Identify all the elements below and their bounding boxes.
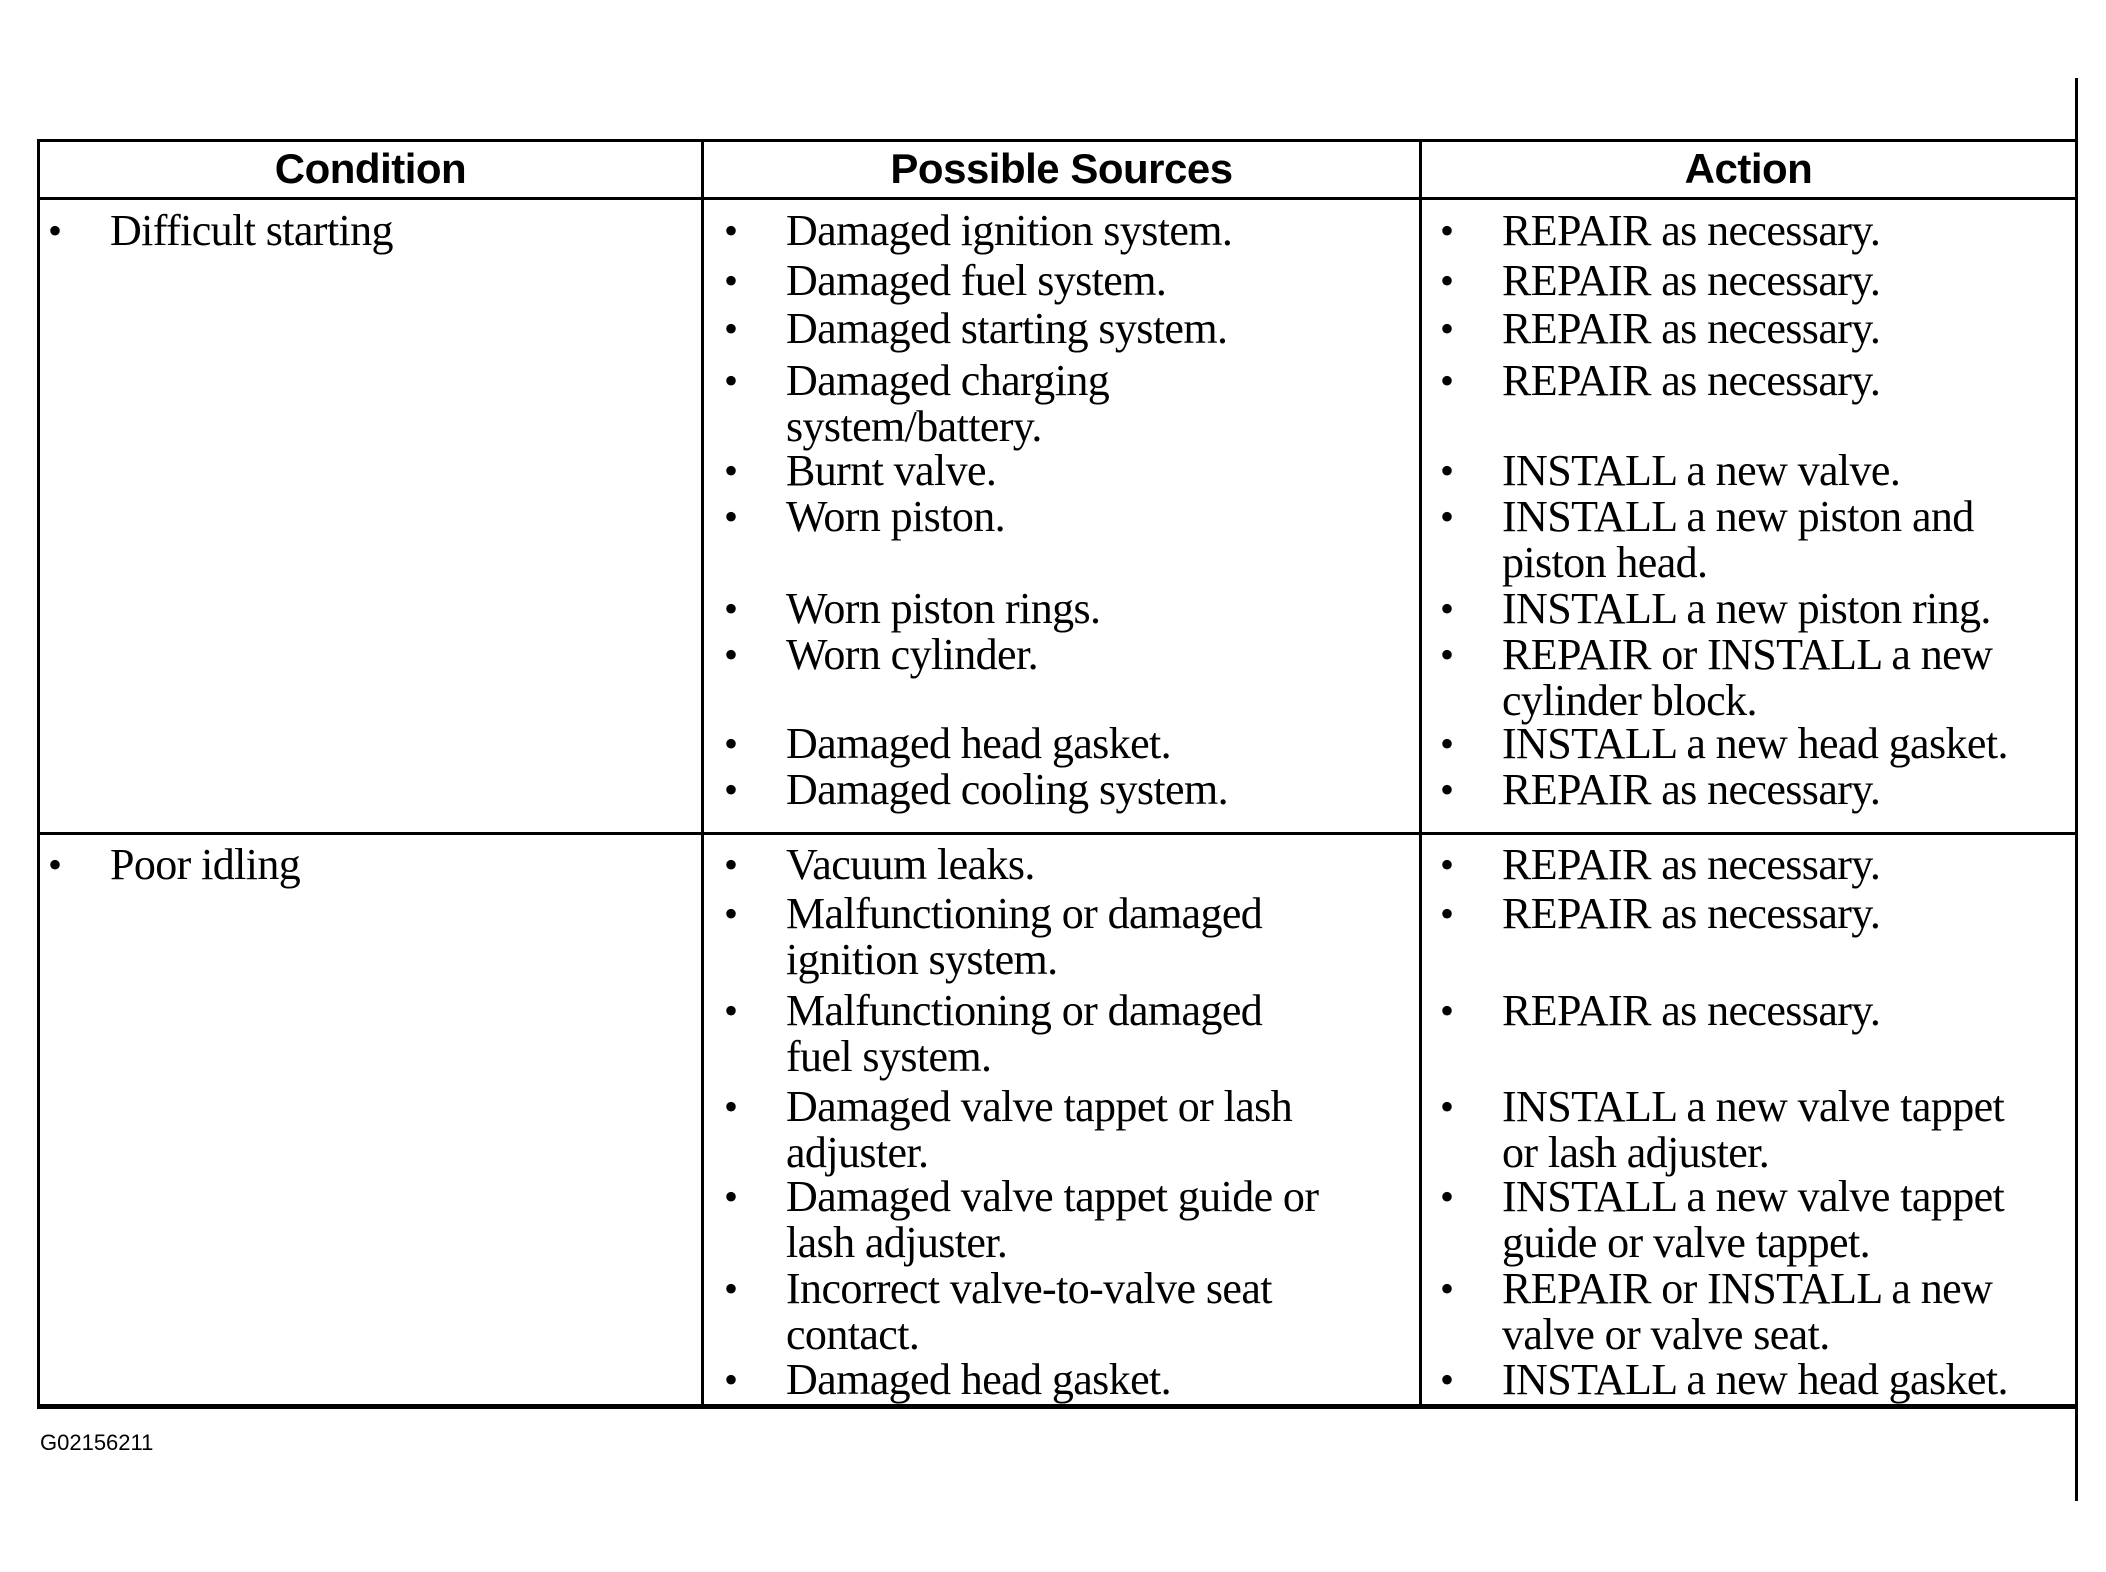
possible-source-item: Incorrect valve-to-valve seat contact. (786, 1264, 1272, 1360)
bullet-icon: • (1440, 585, 1455, 631)
action-item: INSTALL a new piston ring. (1502, 583, 1991, 633)
bullet-icon: • (1440, 988, 1455, 1034)
bullet-icon: • (724, 1084, 739, 1129)
bullet-icon: • (1440, 1356, 1455, 1402)
possible-source-item: Worn piston. (786, 492, 1006, 542)
bullet-icon: • (1440, 207, 1455, 253)
bullet-icon: • (1440, 890, 1455, 936)
table-bottom-border (38, 1404, 2076, 1409)
bullet-icon: • (1440, 766, 1455, 812)
bullet-icon: • (1440, 842, 1455, 888)
bullet-icon: • (724, 842, 739, 888)
action-item: REPAIR as necessary. (1502, 205, 1881, 255)
header-possible-sources: Possible Sources (890, 145, 1233, 192)
table-left-border (37, 139, 40, 1409)
row-divider (38, 832, 2076, 835)
bullet-icon: • (1440, 1266, 1455, 1312)
bullet-icon: • (724, 890, 739, 936)
condition-cell: Poor idling (110, 840, 301, 890)
bullet-icon: • (724, 306, 739, 352)
action-item: INSTALL a new valve tappet or lash adjus… (1502, 1082, 2005, 1177)
bullet-icon: • (724, 494, 739, 540)
possible-source-item: Damaged head gasket. (786, 1354, 1172, 1404)
bullet-icon: • (48, 842, 63, 888)
action-item: REPAIR as necessary. (1502, 304, 1881, 354)
bullet-icon: • (724, 1174, 739, 1220)
bullet-icon: • (724, 585, 739, 631)
bullet-icon: • (1440, 494, 1455, 540)
action-item: REPAIR or INSTALL a new cylinder block. (1502, 629, 1993, 725)
action-item: REPAIR as necessary. (1502, 355, 1881, 405)
bullet-icon: • (724, 720, 739, 766)
page-edge-line (2075, 78, 2078, 1501)
possible-source-item: Damaged valve tappet guide or lash adjus… (786, 1172, 1319, 1268)
action-item: INSTALL a new valve. (1502, 446, 1901, 496)
column-divider-1 (701, 139, 704, 1409)
possible-source-item: Damaged valve tappet or lash adjuster. (786, 1082, 1293, 1177)
action-item: REPAIR as necessary. (1502, 986, 1881, 1036)
action-item: REPAIR as necessary. (1502, 840, 1881, 890)
figure-id: G02156211 (40, 1430, 154, 1455)
possible-source-item: Damaged starting system. (786, 304, 1228, 354)
column-divider-2 (1419, 139, 1422, 1409)
possible-source-item: Burnt valve. (786, 446, 997, 496)
bullet-icon: • (724, 1266, 739, 1312)
possible-source-item: Vacuum leaks. (786, 840, 1035, 890)
bullet-icon: • (1440, 357, 1455, 403)
possible-source-item: Worn cylinder. (786, 629, 1039, 679)
bullet-icon: • (724, 257, 739, 303)
bullet-icon: • (1440, 257, 1455, 303)
possible-source-item: Malfunctioning or damaged ignition syste… (786, 888, 1263, 984)
bullet-icon: • (48, 207, 63, 253)
condition-cell: Difficult starting (110, 205, 394, 255)
action-item: REPAIR as necessary. (1502, 255, 1881, 305)
action-item: INSTALL a new head gasket. (1502, 718, 2008, 768)
bullet-icon: • (1440, 1174, 1455, 1220)
header-bottom-border (38, 197, 2076, 200)
possible-source-item: Malfunctioning or damaged fuel system. (786, 986, 1263, 1082)
possible-source-item: Damaged cooling system. (786, 764, 1229, 814)
action-item: REPAIR or INSTALL a new valve or valve s… (1502, 1264, 1993, 1360)
bullet-icon: • (724, 357, 739, 403)
bullet-icon: • (724, 1356, 739, 1402)
possible-source-item: Damaged charging system/battery. (786, 355, 1110, 451)
action-item: INSTALL a new piston and piston head. (1502, 492, 1974, 588)
bullet-icon: • (1440, 1084, 1455, 1129)
action-item: INSTALL a new valve tappet guide or valv… (1502, 1172, 2005, 1268)
header-action: Action (1684, 145, 1813, 192)
bullet-icon: • (1440, 448, 1455, 494)
bullet-icon: • (1440, 306, 1455, 352)
table-top-border (38, 139, 2076, 142)
bullet-icon: • (724, 766, 739, 812)
possible-source-item: Worn piston rings. (786, 583, 1101, 633)
header-condition: Condition (274, 145, 467, 192)
bullet-icon: • (1440, 720, 1455, 766)
possible-source-item: Damaged head gasket. (786, 718, 1172, 768)
possible-source-item: Damaged fuel system. (786, 255, 1167, 305)
possible-source-item: Damaged ignition system. (786, 205, 1233, 255)
bullet-icon: • (724, 631, 739, 677)
action-item: INSTALL a new head gasket. (1502, 1354, 2008, 1404)
bullet-icon: • (724, 207, 739, 253)
bullet-icon: • (724, 988, 739, 1034)
bullet-icon: • (724, 448, 739, 494)
action-item: REPAIR as necessary. (1502, 888, 1881, 938)
bullet-icon: • (1440, 631, 1455, 677)
action-item: REPAIR as necessary. (1502, 764, 1881, 814)
